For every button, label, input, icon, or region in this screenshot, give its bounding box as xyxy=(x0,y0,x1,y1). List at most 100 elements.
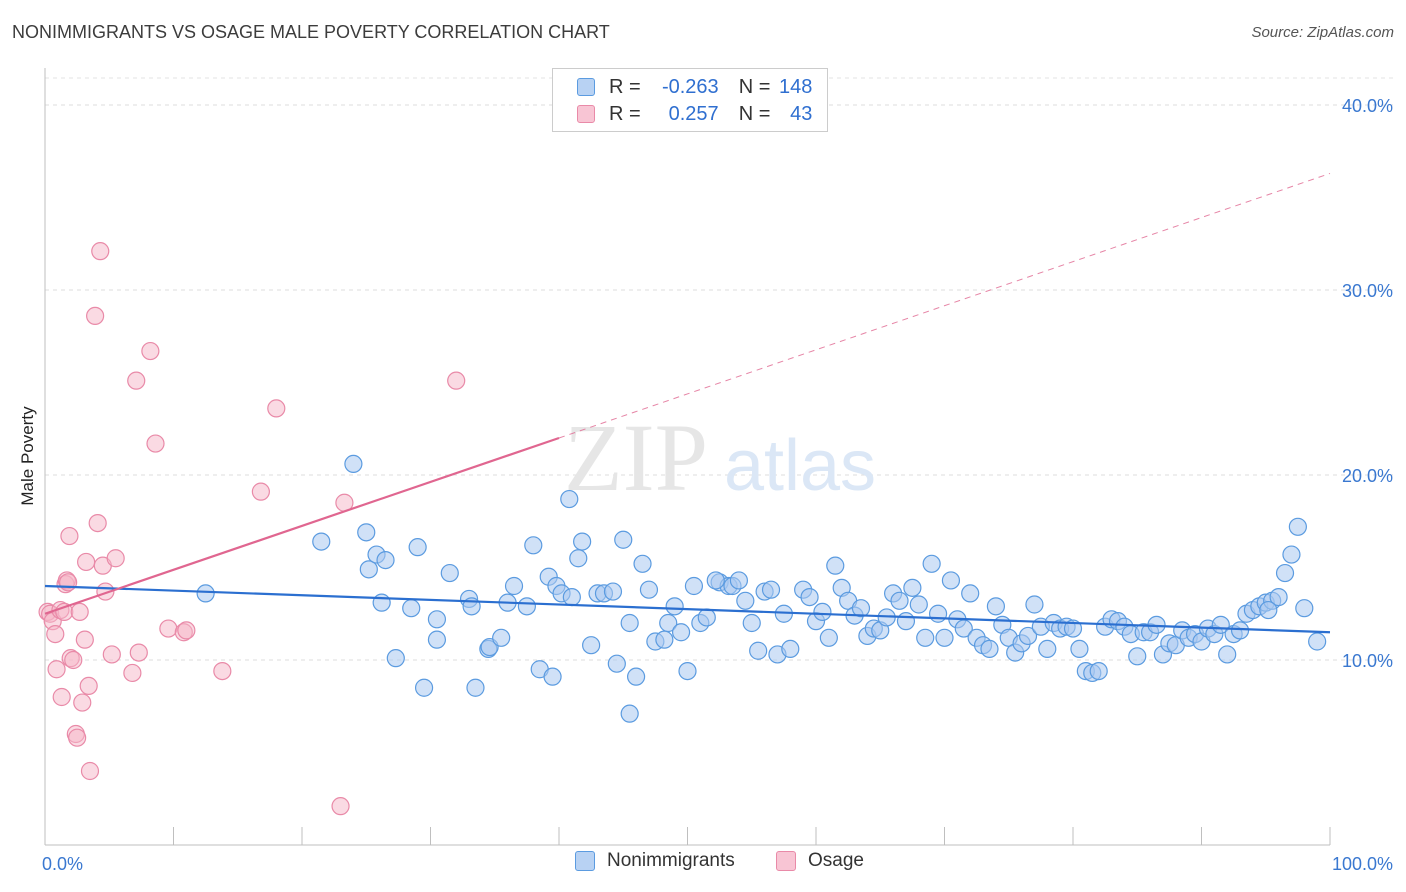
source-label: Source: ZipAtlas.com xyxy=(1251,24,1394,41)
osage-point xyxy=(79,676,98,696)
nonimmigrants-point xyxy=(372,593,391,612)
nonimmigrants-point xyxy=(742,613,761,633)
nonimmigrants-point xyxy=(524,536,543,555)
nonimmigrants-point xyxy=(736,591,755,610)
x-tick-label: 100.0% xyxy=(1332,854,1393,874)
y-tick-label: 10.0% xyxy=(1342,651,1393,671)
nonimmigrants-point xyxy=(922,554,941,573)
nonimmigrants-point xyxy=(659,613,678,633)
nonimmigrants-point xyxy=(1230,621,1250,640)
osage-point xyxy=(52,687,71,707)
nonimmigrants-point xyxy=(678,661,697,681)
nonimmigrants-point xyxy=(1025,595,1044,614)
watermark: ZIP atlas xyxy=(564,404,876,511)
nonimmigrants-point xyxy=(402,599,421,618)
correlation-legend: R = -0.263 N = 148 R = 0.257 N = 43 xyxy=(552,68,828,132)
trend-lines xyxy=(44,172,1331,634)
nonimmigrants-points xyxy=(196,454,1327,723)
nonimmigrants-point xyxy=(935,628,954,647)
axes xyxy=(44,68,1331,846)
nonimmigrants-point xyxy=(1288,517,1307,536)
nonimmigrants-point xyxy=(408,538,427,557)
osage-point xyxy=(447,371,466,390)
nonimmigrants-point xyxy=(749,641,768,660)
legend-swatch-pink xyxy=(577,105,595,123)
nonimmigrants-point xyxy=(890,591,909,610)
nonimmigrants-point xyxy=(1259,600,1278,620)
nonimmigrants-point xyxy=(684,576,704,596)
series-legend: Nonimmigrants Osage xyxy=(0,850,1406,878)
nonimmigrants-point xyxy=(569,549,588,568)
nonimmigrants-point xyxy=(916,628,935,647)
osage-trend-extension xyxy=(558,172,1331,439)
nonimmigrants-point xyxy=(543,667,562,686)
nonimmigrants-point xyxy=(819,628,838,647)
series-swatch-pink xyxy=(776,851,796,871)
nonimmigrants-point xyxy=(427,610,447,629)
osage-point xyxy=(80,761,100,781)
legend-r-value: -0.263 xyxy=(661,75,719,98)
nonimmigrants-point xyxy=(427,630,447,649)
nonimmigrants-point xyxy=(928,604,948,623)
nonimmigrants-point xyxy=(655,630,674,649)
osage-point xyxy=(177,621,196,640)
osage-trend-line xyxy=(44,436,560,615)
nonimmigrants-point xyxy=(1218,645,1237,664)
nonimmigrants-point xyxy=(560,489,579,509)
nonimmigrants-point xyxy=(1275,563,1295,583)
osage-point xyxy=(77,552,96,572)
series-legend-osage[interactable]: Osage xyxy=(776,850,864,872)
nonimmigrants-point xyxy=(386,649,405,668)
osage-point xyxy=(146,434,165,453)
series-legend-nonimmigrants[interactable]: Nonimmigrants xyxy=(575,850,735,872)
nonimmigrants-point xyxy=(1282,545,1301,564)
nonimmigrants-point xyxy=(196,584,215,603)
nonimmigrants-point xyxy=(961,584,980,603)
nonimmigrants-point xyxy=(620,704,639,723)
nonimmigrants-point xyxy=(466,678,485,697)
nonimmigrants-point xyxy=(607,654,626,673)
osage-point xyxy=(59,573,78,592)
legend-row-nonimmigrants: R = -0.263 N = 148 xyxy=(577,74,812,100)
osage-point xyxy=(127,371,146,390)
nonimmigrants-point xyxy=(813,602,832,622)
nonimmigrants-point xyxy=(1070,639,1089,659)
nonimmigrants-point xyxy=(761,580,781,599)
nonimmigrants-point xyxy=(1295,599,1314,618)
osage-point xyxy=(159,619,178,638)
series-swatch-blue xyxy=(575,851,595,871)
nonimmigrants-point xyxy=(562,587,581,607)
nonimmigrants-point xyxy=(626,667,646,686)
nonimmigrants-point xyxy=(729,571,749,590)
legend-r-label: R = xyxy=(609,75,641,98)
nonimmigrants-point xyxy=(440,563,459,583)
nonimmigrants-point xyxy=(1038,639,1057,659)
nonimmigrants-point xyxy=(633,554,652,573)
nonimmigrants-point xyxy=(1308,632,1327,651)
nonimmigrants-point xyxy=(671,623,691,642)
y-tick-label: 40.0% xyxy=(1342,96,1393,116)
osage-point xyxy=(129,643,148,662)
osage-point xyxy=(102,645,121,664)
x-tick-label: 0.0% xyxy=(42,854,83,874)
nonimmigrants-point xyxy=(312,532,331,551)
legend-r-label: R = xyxy=(609,102,641,125)
nonimmigrants-point xyxy=(414,678,434,697)
legend-row-osage: R = 0.257 N = 43 xyxy=(577,101,812,127)
watermark-zip: ZIP xyxy=(564,404,708,511)
nonimmigrants-point xyxy=(826,556,845,575)
nonimmigrants-point xyxy=(665,597,684,616)
osage-point xyxy=(64,650,83,670)
osage-point xyxy=(213,661,232,681)
osage-point xyxy=(123,663,142,683)
legend-swatch-blue xyxy=(577,78,595,96)
nonimmigrants-point xyxy=(344,454,363,473)
nonimmigrants-point xyxy=(359,560,378,579)
osage-point xyxy=(46,624,65,644)
osage-point xyxy=(331,797,350,816)
osage-point xyxy=(47,660,66,679)
osage-point xyxy=(73,693,92,712)
nonimmigrants-point xyxy=(614,530,633,549)
osage-point xyxy=(251,482,270,501)
